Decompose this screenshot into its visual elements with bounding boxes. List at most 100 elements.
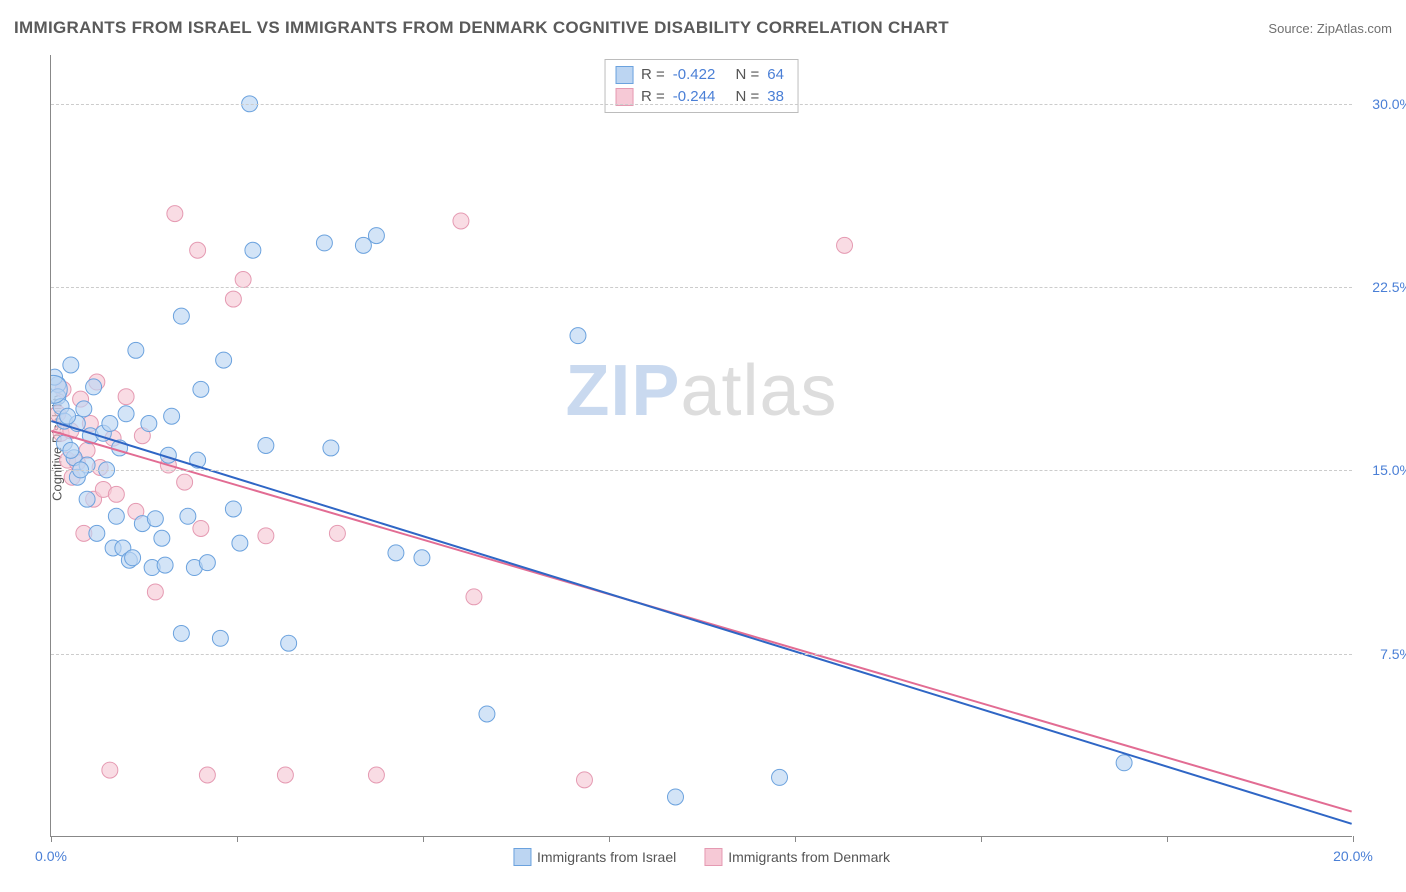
x-tick	[609, 836, 610, 842]
trend-line	[51, 421, 1351, 824]
legend-item-denmark: Immigrants from Denmark	[704, 848, 890, 866]
data-point	[453, 213, 469, 229]
y-tick-label: 15.0%	[1358, 462, 1406, 478]
x-tick	[981, 836, 982, 842]
data-point	[164, 408, 180, 424]
data-point	[570, 328, 586, 344]
data-point	[225, 291, 241, 307]
legend-label-denmark: Immigrants from Denmark	[728, 849, 890, 865]
data-point	[199, 767, 215, 783]
legend-swatch-denmark	[704, 848, 722, 866]
data-point	[329, 525, 345, 541]
title-bar: IMMIGRANTS FROM ISRAEL VS IMMIGRANTS FRO…	[14, 18, 1392, 38]
data-point	[180, 508, 196, 524]
data-point	[108, 486, 124, 502]
data-point	[118, 406, 134, 422]
gridline	[51, 654, 1352, 655]
correlation-row-israel: R = -0.422 N = 64	[615, 64, 784, 86]
data-point	[1116, 755, 1132, 771]
r-value-israel: -0.422	[673, 64, 716, 86]
data-point	[154, 530, 170, 546]
n-value-israel: 64	[767, 64, 784, 86]
data-point	[323, 440, 339, 456]
x-tick	[1167, 836, 1168, 842]
data-point	[63, 357, 79, 373]
data-point	[141, 416, 157, 432]
data-point	[668, 789, 684, 805]
data-point	[79, 491, 95, 507]
series-legend: Immigrants from Israel Immigrants from D…	[513, 848, 890, 866]
trend-line	[51, 431, 1351, 812]
y-tick-label: 7.5%	[1358, 646, 1406, 662]
data-point	[368, 767, 384, 783]
data-point	[212, 630, 228, 646]
legend-swatch-israel	[513, 848, 531, 866]
data-point	[89, 525, 105, 541]
data-point	[199, 555, 215, 571]
data-point	[86, 379, 102, 395]
data-point	[258, 528, 274, 544]
r-label: R =	[641, 64, 665, 86]
data-point	[576, 772, 592, 788]
data-point	[190, 242, 206, 258]
source-attribution: Source: ZipAtlas.com	[1268, 21, 1392, 36]
data-point	[102, 762, 118, 778]
plot-svg	[51, 55, 1352, 836]
data-point	[388, 545, 404, 561]
data-point	[414, 550, 430, 566]
data-point	[63, 442, 79, 458]
x-tick	[1353, 836, 1354, 842]
data-point	[173, 308, 189, 324]
chart-title: IMMIGRANTS FROM ISRAEL VS IMMIGRANTS FRO…	[14, 18, 949, 38]
data-point	[193, 520, 209, 536]
data-point	[466, 589, 482, 605]
gridline	[51, 104, 1352, 105]
correlation-legend: R = -0.422 N = 64 R = -0.244 N = 38	[604, 59, 799, 113]
data-point	[173, 625, 189, 641]
source-value: ZipAtlas.com	[1317, 21, 1392, 36]
data-point	[837, 237, 853, 253]
data-point	[281, 635, 297, 651]
data-point	[147, 511, 163, 527]
legend-label-israel: Immigrants from Israel	[537, 849, 676, 865]
scatter-plot: ZIPatlas R = -0.422 N = 64 R = -0.244 N …	[50, 55, 1352, 837]
swatch-israel	[615, 66, 633, 84]
data-point	[157, 557, 173, 573]
data-point	[147, 584, 163, 600]
data-point	[167, 206, 183, 222]
data-point	[102, 416, 118, 432]
data-point	[177, 474, 193, 490]
data-point	[125, 550, 141, 566]
legend-item-israel: Immigrants from Israel	[513, 848, 676, 866]
data-point	[108, 508, 124, 524]
data-point	[118, 389, 134, 405]
y-tick-label: 30.0%	[1358, 96, 1406, 112]
data-point	[128, 342, 144, 358]
gridline	[51, 470, 1352, 471]
data-point	[193, 381, 209, 397]
data-point	[225, 501, 241, 517]
data-point	[76, 401, 92, 417]
data-point	[479, 706, 495, 722]
data-point	[772, 769, 788, 785]
data-point	[316, 235, 332, 251]
x-tick	[795, 836, 796, 842]
data-point	[216, 352, 232, 368]
x-tick-label: 20.0%	[1333, 848, 1373, 864]
x-tick	[423, 836, 424, 842]
x-tick	[237, 836, 238, 842]
x-tick-label: 0.0%	[35, 848, 67, 864]
gridline	[51, 287, 1352, 288]
data-point	[258, 438, 274, 454]
y-tick-label: 22.5%	[1358, 279, 1406, 295]
x-tick	[51, 836, 52, 842]
data-point	[232, 535, 248, 551]
data-point	[368, 228, 384, 244]
data-point	[60, 408, 76, 424]
source-label: Source:	[1268, 21, 1313, 36]
data-point	[235, 272, 251, 288]
n-label: N =	[736, 64, 760, 86]
data-point	[277, 767, 293, 783]
data-point	[245, 242, 261, 258]
data-point	[355, 237, 371, 253]
